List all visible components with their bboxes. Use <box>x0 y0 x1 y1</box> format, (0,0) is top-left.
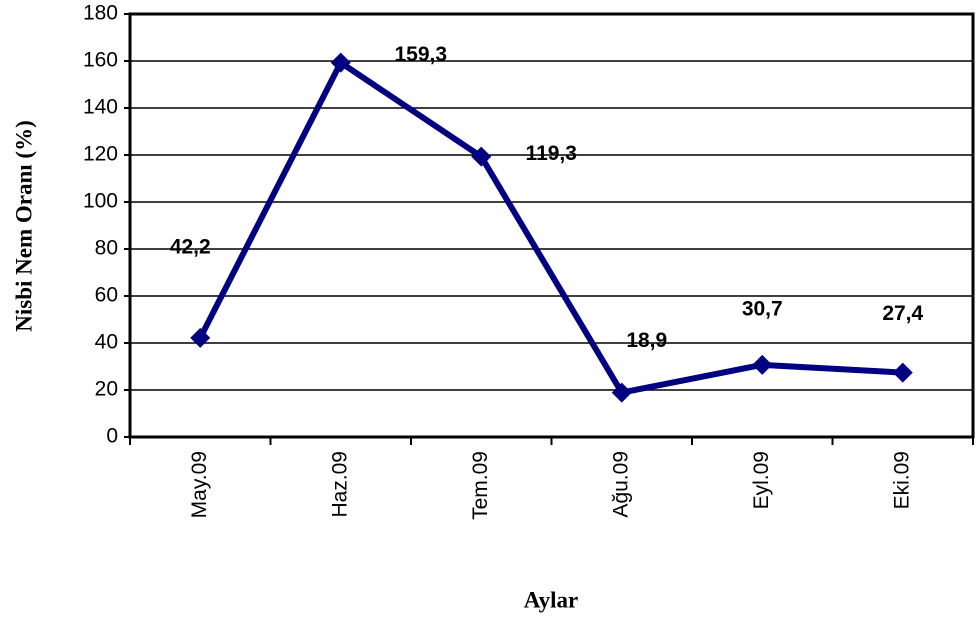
x-axis-title: Aylar <box>524 587 579 612</box>
marker <box>330 52 351 73</box>
x-tick-label: Ağu.09 <box>609 451 632 518</box>
y-tick-label: 120 <box>83 143 118 166</box>
line <box>197 59 903 396</box>
x-tick-label: Eki.09 <box>890 451 913 509</box>
value-label: 30,7 <box>742 297 783 320</box>
y-tick-label: 180 <box>83 2 118 25</box>
y-tick-label: 140 <box>83 96 118 119</box>
marker <box>611 382 632 403</box>
y-tick-label: 40 <box>95 331 118 354</box>
y-axis-title: Nisbi Nem Oranı (%) <box>11 120 36 331</box>
y-tick-label: 100 <box>83 190 118 213</box>
value-label: 27,4 <box>882 302 923 325</box>
marker <box>892 362 913 383</box>
marker <box>190 327 211 348</box>
y-tick-label: 60 <box>95 284 118 307</box>
y-tick-label: 80 <box>95 237 118 260</box>
y-tick-label: 160 <box>83 49 118 72</box>
marker <box>752 354 773 375</box>
marker <box>471 146 492 167</box>
x-tick-label: Haz.09 <box>328 451 351 518</box>
value-label: 18,9 <box>626 329 667 352</box>
value-label: 42,2 <box>170 235 211 258</box>
value-label: 119,3 <box>526 142 577 165</box>
value-label: 159,3 <box>394 43 447 66</box>
x-tick-label: Eyl.09 <box>750 451 773 509</box>
y-tick-label: 20 <box>95 378 118 401</box>
y-tick-label: 0 <box>106 425 118 448</box>
x-tick-label: Tem.09 <box>469 451 492 520</box>
x-tick-label: May.09 <box>188 451 211 518</box>
